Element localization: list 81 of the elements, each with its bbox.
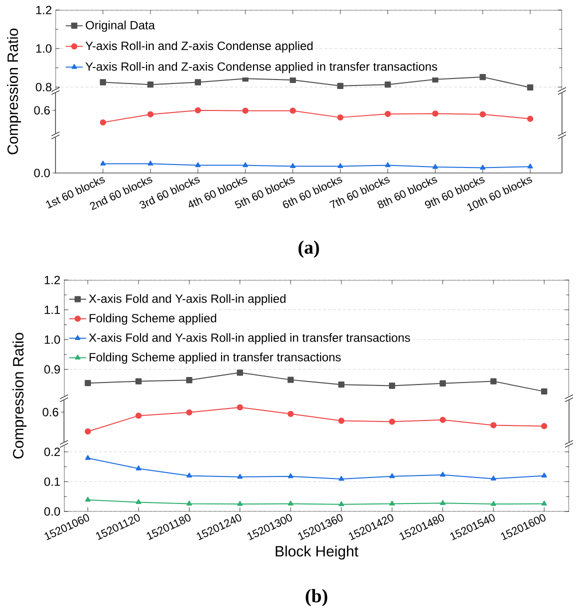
- point: [290, 108, 296, 114]
- point: [85, 496, 91, 502]
- point: [490, 378, 497, 384]
- y-tick-label: 0.1: [44, 477, 60, 486]
- y-tick-label: 0.0: [44, 507, 60, 516]
- legend-label: X-axis Fold and Y-axis Roll-in applied: [88, 294, 286, 306]
- point: [440, 500, 446, 505]
- point: [432, 110, 438, 117]
- point: [85, 455, 91, 460]
- point: [541, 472, 547, 478]
- point: [194, 107, 201, 114]
- point: [440, 416, 446, 423]
- point: [384, 110, 391, 118]
- y-tick-label: 1.2: [44, 276, 60, 284]
- point: [288, 473, 294, 478]
- text: 0.6: [34, 106, 50, 115]
- y-tick-label: 1.0: [44, 335, 60, 344]
- point: [288, 500, 294, 506]
- point: [337, 114, 344, 121]
- point: [541, 388, 548, 395]
- y-tick-label: 1.1: [44, 306, 60, 314]
- point: [490, 476, 496, 481]
- y-axis-title: Compression Ratio: [12, 332, 26, 459]
- point: [237, 474, 243, 479]
- y-tick-label: 0.9: [44, 365, 60, 374]
- point: [389, 473, 395, 478]
- point: [147, 81, 154, 88]
- text: 0.6: [42, 408, 58, 416]
- point: [236, 404, 244, 410]
- point: [490, 500, 496, 506]
- point: [338, 381, 344, 388]
- legend-label: Original Data: [86, 20, 155, 32]
- x-axis-title: Block Height: [276, 546, 358, 560]
- point: [135, 378, 142, 384]
- legend-label: Y-axis Roll-in and Z-axis Condense applied: [85, 41, 313, 52]
- point: [337, 82, 344, 90]
- text: (b): [306, 589, 328, 606]
- legend-label: Folding Scheme applied: [90, 314, 216, 325]
- point: [186, 500, 192, 506]
- y-tick-label: 0.2: [44, 448, 60, 456]
- point: [84, 428, 91, 435]
- point: [389, 500, 395, 506]
- point: [237, 500, 243, 506]
- point: [384, 81, 391, 88]
- text: (a): [298, 240, 319, 258]
- point: [136, 499, 142, 504]
- point: [186, 409, 192, 416]
- point: [288, 410, 294, 418]
- point: [338, 476, 344, 481]
- point: [541, 500, 547, 506]
- point: [440, 380, 446, 386]
- point: [490, 422, 497, 428]
- point: [527, 84, 534, 91]
- point: [186, 472, 192, 478]
- point: [480, 111, 486, 118]
- point: [388, 382, 396, 389]
- point: [236, 370, 244, 376]
- y-tick-label: 1.0: [36, 44, 52, 53]
- y-axis-title: Compression Ratio: [7, 28, 21, 154]
- point: [135, 412, 142, 419]
- point: [147, 111, 154, 118]
- point: [288, 376, 294, 383]
- point: [194, 79, 201, 86]
- legend-label: Folding Scheme applied in transfer transactions: [90, 352, 341, 364]
- point: [527, 116, 534, 122]
- point: [480, 74, 486, 80]
- point: [541, 423, 548, 430]
- point: [338, 418, 344, 424]
- point: [136, 465, 142, 470]
- point: [186, 377, 192, 384]
- y-tick-label: 0.8: [36, 82, 52, 92]
- point: [100, 119, 106, 126]
- legend-label: X-axis Fold and Y-axis Roll-in applied in transfer transactions: [88, 333, 410, 344]
- point: [84, 380, 91, 386]
- legend-label: Y-axis Roll-in and Z-axis Condense applied in transfer transactions: [85, 62, 438, 74]
- point: [242, 108, 248, 114]
- point: [100, 79, 106, 86]
- point: [338, 501, 344, 506]
- y-tick-label: 1.2: [36, 6, 52, 14]
- point: [440, 472, 446, 477]
- point: [388, 418, 396, 425]
